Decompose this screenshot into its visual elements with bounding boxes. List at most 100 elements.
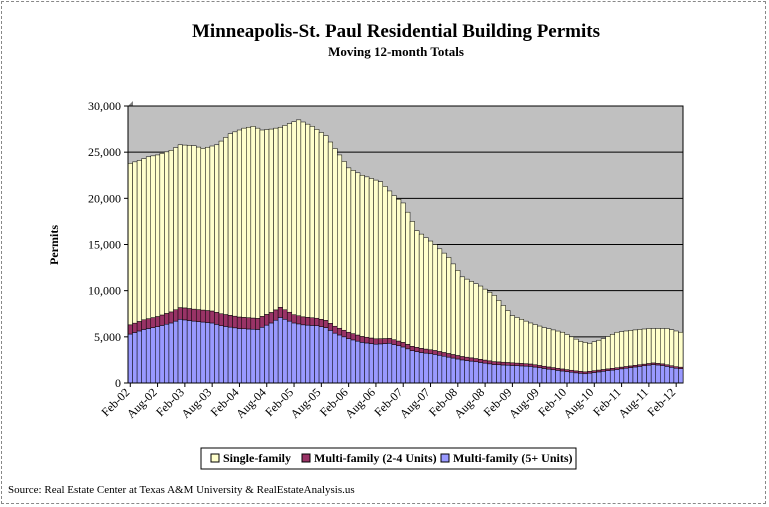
bar-single-family — [550, 329, 556, 368]
bar-multifamily-2to4 — [473, 358, 479, 363]
bar-multifamily-2to4 — [268, 312, 274, 324]
bar-multifamily-2to4 — [391, 339, 397, 345]
y-axis-label: Permits — [47, 225, 61, 265]
bar-multifamily-5plus — [587, 372, 593, 384]
bar-multifamily-2to4 — [305, 317, 311, 326]
y-tick-label: 25,000 — [88, 145, 121, 159]
bar-multifamily-2to4 — [446, 353, 452, 358]
bar-multifamily-2to4 — [314, 317, 320, 326]
bar-multifamily-5plus — [673, 367, 679, 384]
bar-single-family — [600, 338, 606, 370]
bar-multifamily-2to4 — [518, 363, 525, 367]
bar-multifamily-5plus — [468, 360, 474, 384]
bar-multifamily-2to4 — [346, 331, 352, 339]
bar-multifamily-5plus — [177, 319, 183, 384]
bar-multifamily-2to4 — [541, 365, 547, 369]
bar-multifamily-2to4 — [164, 313, 170, 325]
bar-single-family — [459, 276, 465, 357]
bar-multifamily-2to4 — [464, 356, 470, 361]
bar-multifamily-2to4 — [628, 365, 634, 368]
bar-single-family — [364, 176, 370, 338]
bar-single-family — [400, 202, 406, 343]
bar-multifamily-5plus — [250, 328, 256, 384]
bar-multifamily-5plus — [528, 366, 534, 384]
bar-single-family — [573, 338, 579, 372]
bar-single-family — [305, 123, 311, 318]
bar-multifamily-2to4 — [418, 348, 424, 353]
bar-single-family — [182, 144, 188, 309]
bar-multifamily-5plus — [473, 361, 479, 384]
bar-multifamily-5plus — [264, 324, 270, 384]
bar-multifamily-2to4 — [145, 318, 151, 329]
bar-single-family — [373, 179, 379, 340]
bar-multifamily-2to4 — [323, 320, 329, 328]
bar-multifamily-5plus — [455, 358, 461, 384]
bar-multifamily-2to4 — [364, 336, 370, 344]
bar-multifamily-2to4 — [223, 314, 229, 327]
x-tick-label: Aug-02 — [124, 385, 160, 421]
bar-multifamily-5plus — [564, 371, 570, 384]
bar-single-family — [660, 328, 666, 365]
x-tick-label: Aug-10 — [561, 385, 597, 421]
bar-single-family — [505, 310, 511, 363]
bar-single-family — [250, 126, 256, 319]
bar-multifamily-5plus — [432, 354, 438, 384]
bar-single-family — [564, 334, 570, 370]
bar-single-family — [455, 270, 461, 356]
bar-multifamily-2to4 — [218, 313, 224, 326]
bar-multifamily-2to4 — [496, 361, 502, 366]
bar-multifamily-2to4 — [337, 327, 343, 336]
bar-multifamily-5plus — [182, 319, 188, 384]
bar-single-family — [355, 172, 361, 336]
bar-multifamily-2to4 — [509, 362, 515, 366]
bar-multifamily-2to4 — [432, 350, 438, 355]
x-tick-label: Aug-06 — [342, 385, 378, 421]
bar-multifamily-2to4 — [227, 315, 233, 328]
y-tick-label: 20,000 — [88, 191, 121, 205]
bar-single-family — [423, 237, 429, 350]
bar-multifamily-2to4 — [277, 307, 283, 318]
bar-multifamily-5plus — [223, 326, 229, 384]
bar-multifamily-5plus — [550, 369, 556, 384]
bar-multifamily-2to4 — [600, 369, 606, 372]
bar-multifamily-5plus — [387, 343, 393, 384]
bar-multifamily-2to4 — [282, 309, 288, 320]
bar-multifamily-5plus — [600, 371, 606, 384]
bar-multifamily-2to4 — [209, 310, 215, 324]
bar-multifamily-5plus — [273, 319, 279, 384]
bar-multifamily-5plus — [428, 353, 434, 384]
bar-multifamily-2to4 — [382, 338, 388, 344]
bar-multifamily-5plus — [609, 369, 616, 384]
bar-multifamily-5plus — [150, 327, 156, 384]
bar-single-family — [541, 327, 547, 367]
bar-single-family — [323, 135, 329, 321]
legend-swatch — [440, 453, 450, 463]
y-tick-label: 10,000 — [88, 284, 121, 298]
bar-multifamily-5plus — [214, 324, 220, 384]
bar-single-family — [337, 154, 343, 329]
bar-multifamily-5plus — [186, 320, 192, 384]
bar-single-family — [391, 195, 397, 340]
bar-multifamily-5plus — [487, 363, 493, 384]
bar-multifamily-5plus — [664, 366, 670, 384]
bar-single-family — [159, 153, 165, 316]
bar-multifamily-5plus — [132, 332, 138, 384]
bar-multifamily-5plus — [200, 321, 206, 384]
bar-multifamily-2to4 — [478, 359, 484, 363]
bar-single-family — [664, 328, 670, 366]
bar-multifamily-2to4 — [300, 316, 306, 326]
bar-multifamily-5plus — [537, 367, 543, 384]
bar-multifamily-2to4 — [414, 347, 420, 352]
bar-multifamily-2to4 — [150, 317, 156, 328]
bar-single-family — [418, 233, 424, 349]
bar-single-family — [368, 178, 374, 339]
bar-multifamily-2to4 — [355, 334, 361, 342]
y-tick-label: 5,000 — [94, 330, 121, 344]
bar-single-family — [528, 322, 534, 365]
bar-single-family — [282, 125, 288, 310]
bar-multifamily-5plus — [282, 319, 288, 384]
bar-multifamily-5plus — [632, 366, 638, 384]
bar-multifamily-5plus — [646, 364, 652, 384]
bar-multifamily-5plus — [605, 370, 611, 384]
bar-multifamily-5plus — [396, 345, 402, 384]
